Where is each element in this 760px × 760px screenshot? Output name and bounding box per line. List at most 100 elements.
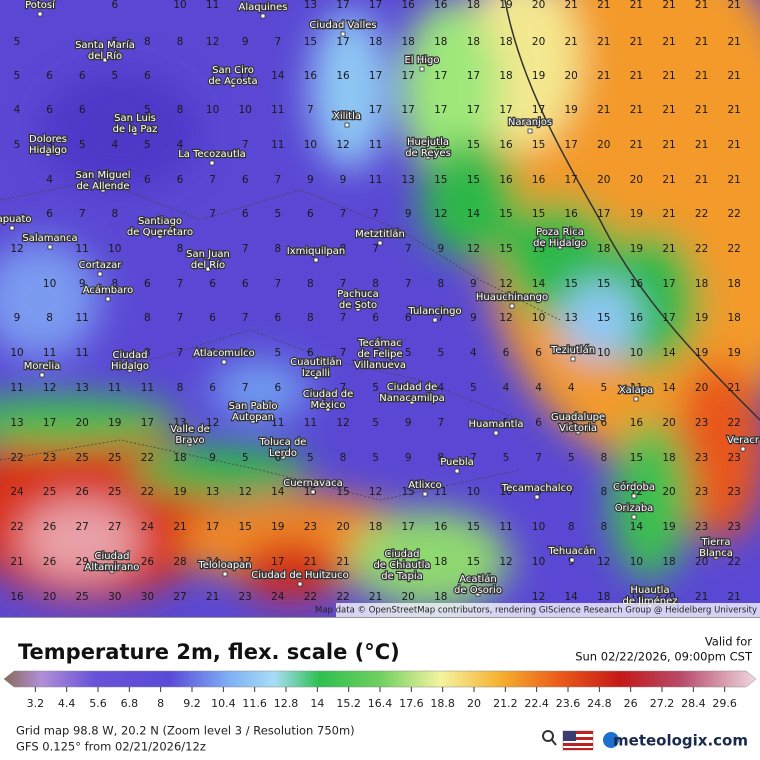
place-label: de Acosta: [208, 76, 257, 87]
grid-value: 6: [242, 278, 249, 290]
place-label: Ciudad de: [387, 382, 438, 393]
grid-value: 22: [695, 243, 708, 255]
place-marker: [377, 361, 383, 367]
grid-value: 20: [662, 417, 675, 429]
grid-value: 11: [369, 139, 382, 151]
grid-value: 7: [437, 312, 444, 324]
grid-value: 8: [111, 278, 118, 290]
grid-value: 7: [405, 243, 412, 255]
grid-value: 7: [242, 312, 249, 324]
grid-value: 16: [499, 174, 513, 186]
place-label: Tecámac: [357, 337, 402, 349]
grid-value: 21: [728, 139, 741, 151]
grid-value: 21: [369, 591, 382, 603]
grid-value: 4: [437, 382, 444, 394]
grid-value: 23: [43, 452, 56, 464]
grid-value: 18: [434, 591, 447, 603]
grid-value: 16: [630, 312, 644, 324]
grid-value: 15: [532, 243, 545, 255]
grid-value: 7: [242, 382, 249, 394]
grid-value: 30: [108, 591, 121, 603]
place-label: Ixmiquilpan: [287, 246, 345, 257]
place-marker: [633, 396, 639, 402]
grid-value: 5: [144, 104, 151, 116]
grid-value: 10: [532, 312, 545, 324]
place-label: Teloloapan: [197, 560, 251, 571]
grid-value: 6: [209, 382, 216, 394]
grid-value: 23: [695, 521, 708, 533]
place-label: Nanacamilpa: [379, 393, 444, 404]
grid-value: 8: [568, 521, 575, 533]
grid-value: 7: [274, 278, 281, 290]
grid-value: 9: [340, 174, 347, 186]
grid-value: 17: [336, 36, 349, 48]
grid-value: 5: [372, 452, 379, 464]
place-marker: [100, 187, 106, 193]
grid-value: 10: [532, 556, 545, 568]
grid-value: 10: [532, 521, 545, 533]
grid-value: 18: [499, 36, 512, 48]
grid-value: 16: [630, 278, 644, 290]
grid-value: 7: [535, 452, 542, 464]
grid-value: 17: [434, 70, 447, 82]
attribution-bg: [336, 603, 760, 617]
flag-icon[interactable]: [562, 730, 594, 751]
colorbar-tick-label: 12.8: [274, 697, 299, 710]
grid-value: 4: [46, 174, 53, 186]
grid-value: 5: [14, 70, 21, 82]
colorbar-tick-label: 23.6: [556, 697, 581, 710]
grid-value: 17: [402, 104, 415, 116]
grid-value: 9: [209, 452, 216, 464]
grid-value: 23: [695, 417, 708, 429]
grid-value: 14: [532, 278, 546, 290]
grid-value: 21: [728, 104, 741, 116]
grid-value: 17: [206, 521, 219, 533]
place-label: Cortazar: [79, 260, 123, 271]
place-label: Veracr: [727, 435, 760, 446]
grid-value: 21: [695, 36, 708, 48]
grid-value: 15: [304, 486, 317, 498]
place-marker: [132, 130, 138, 136]
grid-value: 8: [177, 36, 184, 48]
place-marker: [297, 581, 303, 587]
place-marker: [422, 491, 428, 497]
grid-value: 7: [437, 417, 444, 429]
grid-value: 8: [144, 36, 151, 48]
grid-value: 13: [206, 486, 219, 498]
grid-value: 23: [728, 452, 741, 464]
grid-value: 4: [111, 139, 118, 151]
place-marker: [713, 554, 719, 560]
grid-value: 21: [662, 208, 675, 220]
grid-value: 8: [437, 278, 444, 290]
grid-value: 18: [695, 278, 708, 290]
grid-value: 10: [206, 104, 219, 116]
grid-value: 10: [108, 243, 121, 255]
grid-value: 24: [206, 556, 220, 568]
grid-value: 6: [46, 208, 53, 220]
grid-value: 21: [630, 0, 643, 11]
colorbar: [3, 670, 757, 688]
place-label: Naranjos: [508, 117, 552, 128]
grid-value: 5: [372, 382, 379, 394]
place-label: Blanca: [699, 548, 733, 559]
place-marker: [109, 568, 115, 574]
grid-value: 18: [499, 70, 512, 82]
grid-value: 7: [177, 278, 184, 290]
grid-value: 6: [372, 312, 379, 324]
grid-value: 17: [532, 104, 545, 116]
grid-value: 21: [695, 591, 708, 603]
place-label: rapuato: [0, 214, 32, 225]
search-icon[interactable]: [542, 730, 557, 746]
place-marker: [157, 233, 163, 239]
grid-value: 5: [307, 452, 314, 464]
grid-value: 21: [304, 556, 317, 568]
place-marker: [260, 13, 266, 19]
grid-value: 17: [597, 208, 610, 220]
grid-value: 15: [565, 278, 578, 290]
grid-value: 22: [728, 208, 741, 220]
place-marker: [425, 154, 431, 160]
grid-value: 6: [600, 417, 607, 429]
grid-value: 6: [242, 174, 249, 186]
brand[interactable]: meteologix.com: [613, 732, 748, 750]
place-label: de Chiautla: [373, 560, 430, 571]
